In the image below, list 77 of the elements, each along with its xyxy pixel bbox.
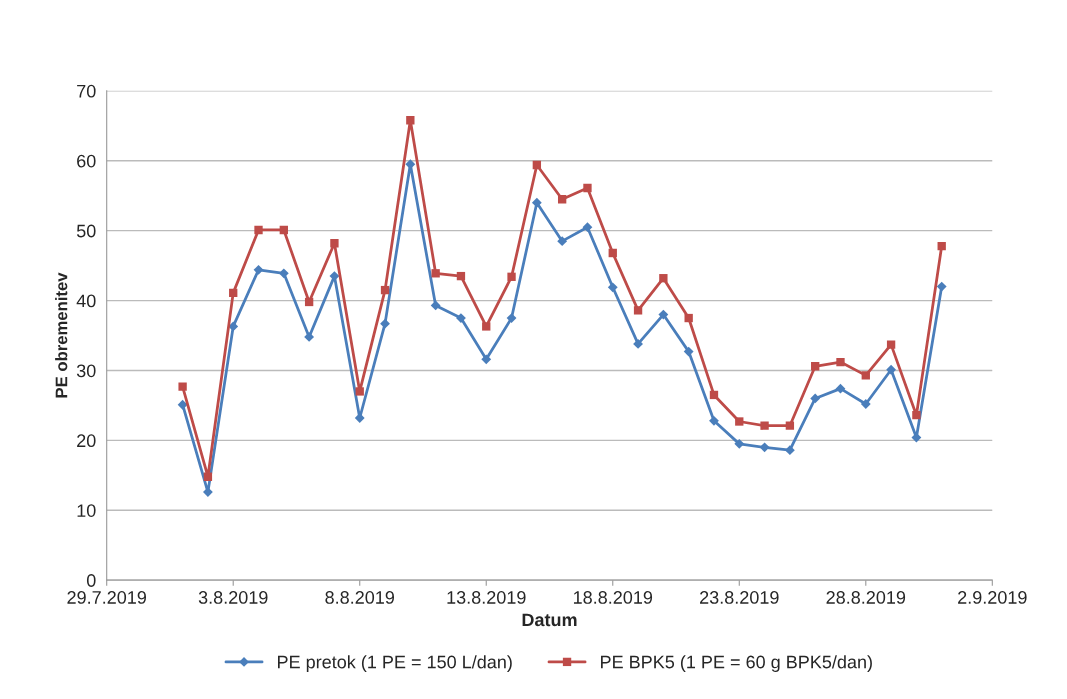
- x-tick-label: 3.8.2019: [198, 591, 268, 604]
- y-tick-label: 10: [77, 504, 96, 517]
- point: [253, 264, 264, 275]
- point: [836, 357, 845, 367]
- point: [759, 442, 770, 453]
- point: [456, 271, 466, 281]
- y-axis-title: PE obremenitev: [55, 272, 68, 398]
- point: [659, 274, 668, 283]
- legend-label: PE BPK5 (1 PE = 60 g BPK5/dan): [601, 655, 872, 672]
- point: [835, 383, 846, 394]
- point: [380, 285, 390, 295]
- point: [482, 322, 491, 331]
- point: [203, 487, 213, 498]
- x-tick-label: 29.7.2019: [67, 591, 147, 604]
- point: [709, 415, 719, 426]
- point: [431, 269, 440, 278]
- point: [531, 197, 542, 208]
- point: [582, 222, 593, 233]
- point: [304, 332, 315, 342]
- point: [532, 160, 542, 170]
- y-tick-label: 0: [86, 574, 96, 587]
- point: [355, 387, 364, 396]
- x-tick-label: 8.8.2019: [325, 591, 395, 604]
- y-tick-label: 70: [77, 84, 96, 98]
- y-tick-label: 60: [77, 154, 96, 168]
- point: [583, 183, 592, 193]
- point: [633, 339, 643, 349]
- x-axis-title: Datum: [522, 613, 577, 627]
- point: [912, 411, 921, 420]
- point: [557, 236, 568, 247]
- point: [734, 438, 745, 449]
- point: [557, 195, 567, 204]
- y-tick-label: 40: [76, 294, 96, 308]
- legend-label: PE pretok (1 PE = 150 L/dan): [278, 655, 512, 672]
- point: [684, 313, 693, 323]
- point: [456, 313, 466, 323]
- point: [279, 225, 288, 235]
- point: [658, 309, 669, 320]
- point: [683, 346, 694, 357]
- point: [278, 268, 289, 279]
- point: [304, 297, 314, 307]
- point: [608, 248, 617, 258]
- point: [481, 354, 492, 365]
- x-tick-label: 28.8.2019: [826, 591, 906, 604]
- point: [203, 472, 213, 481]
- point: [886, 364, 897, 375]
- point: [228, 321, 239, 332]
- point: [506, 313, 517, 323]
- point: [735, 417, 744, 426]
- point: [330, 239, 339, 248]
- point: [810, 393, 821, 404]
- point: [178, 382, 187, 391]
- point: [760, 421, 769, 430]
- point: [936, 281, 947, 292]
- point: [709, 390, 719, 400]
- point: [937, 241, 946, 251]
- y-tick-label: 50: [76, 224, 96, 238]
- point: [380, 318, 390, 329]
- y-tick-label: 20: [77, 434, 96, 448]
- point: [860, 399, 871, 409]
- point: [886, 340, 896, 349]
- x-tick-label: 23.8.2019: [700, 591, 779, 604]
- point: [406, 116, 415, 125]
- point: [607, 282, 618, 293]
- point: [229, 288, 238, 298]
- point: [785, 421, 795, 430]
- x-tick-label: 13.8.2019: [447, 591, 526, 604]
- point: [430, 300, 441, 311]
- point: [861, 371, 870, 380]
- y-tick-label: 30: [76, 364, 96, 378]
- x-tick-label: 18.8.2019: [573, 591, 653, 604]
- point: [254, 225, 263, 235]
- point: [633, 306, 643, 315]
- point: [177, 399, 188, 410]
- point: [811, 362, 820, 371]
- point: [507, 272, 516, 281]
- x-tick-label: 2.9.2019: [958, 591, 1027, 604]
